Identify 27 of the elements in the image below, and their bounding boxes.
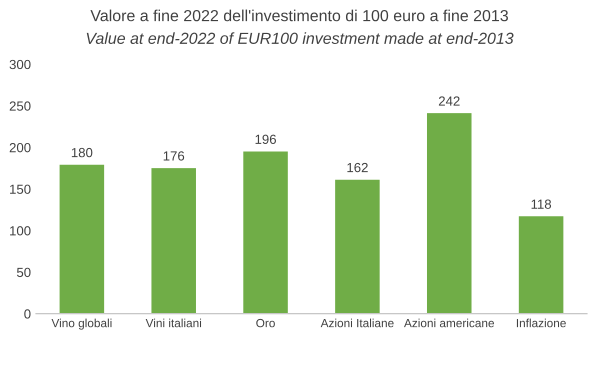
y-tick-label: 0: [24, 309, 31, 319]
data-label: 180: [72, 148, 92, 158]
chart-subtitle: Value at end-2022 of EUR100 investment made at end-2013: [86, 32, 514, 44]
x-tick-label: Vini italiani: [146, 318, 202, 328]
bar: [242, 150, 290, 314]
data-label: 118: [532, 199, 552, 209]
x-tick-label: Azioni americane: [404, 318, 494, 328]
bar: [426, 112, 473, 314]
bar: [150, 166, 198, 314]
x-tick-label: Oro: [256, 318, 275, 328]
bar: [58, 163, 106, 314]
bar: [517, 214, 565, 314]
bar: [334, 178, 382, 314]
x-tick-label: Vino globali: [52, 318, 112, 330]
y-tick-label: 300: [10, 60, 31, 70]
data-label: 176: [164, 151, 184, 161]
data-label: 242: [438, 96, 460, 106]
y-tick-label: 50: [16, 268, 31, 278]
data-label: 162: [347, 162, 368, 172]
y-tick-label: 100: [10, 226, 31, 236]
y-tick-label: 150: [10, 184, 31, 194]
y-tick-label: 250: [10, 101, 31, 111]
x-tick-label: Inflazione: [516, 318, 566, 328]
x-tick-label: Azioni Italiane: [320, 318, 394, 328]
y-tick-label: 200: [10, 142, 31, 152]
chart-title: Valore a fine 2022 dell'investimento di 100 euro a fine 2013: [90, 10, 508, 22]
data-label: 196: [256, 134, 276, 144]
